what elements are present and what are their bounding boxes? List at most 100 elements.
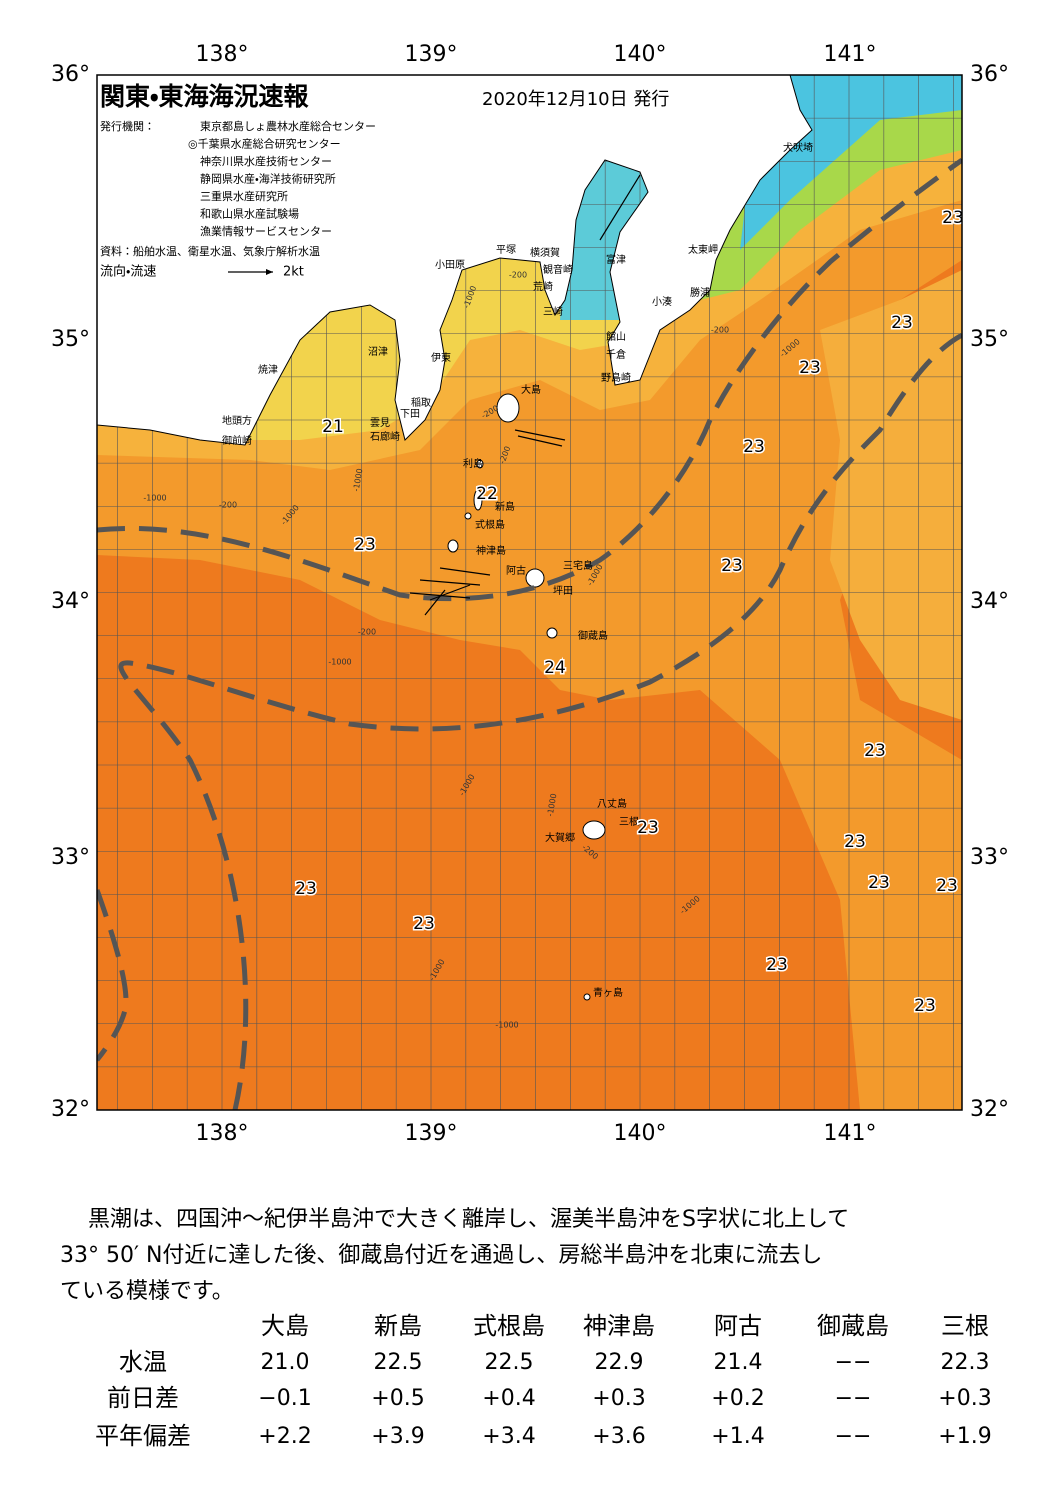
place-name: 下田 (400, 409, 420, 420)
island (583, 993, 591, 1001)
island (496, 393, 520, 423)
arrow (514, 429, 566, 441)
depth-label: -200 (358, 628, 376, 637)
lon-label: 139° (405, 1121, 458, 1146)
table-cell: +0.3 (592, 1386, 645, 1411)
table-cell: +2.2 (258, 1424, 311, 1449)
place-name: 横須賀 (530, 246, 560, 259)
place-name: 犬吠埼 (783, 141, 813, 154)
depth-label: -1000 (495, 1021, 518, 1030)
row-label: 平年偏差 (95, 1422, 191, 1450)
depth-label: -200 (219, 501, 237, 510)
place-name: 伊東 (431, 351, 451, 364)
lon-label: 138° (196, 42, 249, 67)
issue-date: 2020年12月10日 発行 (482, 89, 669, 110)
issuer: 三重県水産研究所 (200, 189, 288, 203)
legend-label: 流向・流速 (100, 264, 156, 280)
issuer: 東京都島しょ農林水産総合センター (200, 119, 376, 133)
place-name: 千倉 (606, 349, 626, 361)
depth-label: -1000 (328, 658, 351, 667)
place-name: 雲見 (370, 417, 390, 429)
table-cell: +0.4 (482, 1386, 535, 1411)
kuroshio (97, 157, 962, 1110)
table-header: 御蔵島 (817, 1312, 889, 1340)
lon-label: 140° (614, 42, 667, 67)
table-cell: +3.6 (592, 1424, 645, 1449)
depth-label: -200 (509, 271, 527, 280)
kuroshio-path (118, 332, 962, 1110)
table-cell: −− (835, 1350, 872, 1375)
description-line: 黒潮は、四国沖～紀伊半島沖で大きく離岸し、渥美半島沖をS字状に北上して (88, 1207, 849, 1232)
lat-label: 36° (970, 62, 1009, 87)
table-cell: +3.9 (371, 1424, 424, 1449)
temperature-label: 23 (743, 437, 765, 457)
lat-label: 35° (970, 327, 1009, 352)
temperature-label: 23 (637, 818, 659, 838)
place-name: 三宅島 (563, 559, 593, 572)
title: 関東・東海海況速報 (100, 82, 310, 111)
depth-label: -1000 (143, 494, 166, 503)
issuer: 和歌山県水産試験場 (200, 207, 299, 221)
temperature-label: 23 (914, 996, 936, 1016)
temperature-label: 23 (413, 914, 435, 934)
place-name: 三根 (619, 815, 639, 828)
place-name: 御前崎 (222, 434, 252, 447)
table-cell: 22.9 (595, 1350, 644, 1375)
arrow (419, 579, 481, 586)
arrow (599, 174, 641, 241)
temperature-label: 23 (868, 873, 890, 893)
table-header: 新島 (374, 1312, 422, 1340)
place-name: 館山 (606, 330, 626, 343)
lon-label: 141° (824, 42, 877, 67)
island (476, 459, 484, 469)
lat-label: 32° (51, 1097, 90, 1122)
lat-label: 36° (51, 62, 90, 87)
place-name: 勝浦 (690, 286, 710, 299)
table-header: 三根 (941, 1312, 989, 1340)
temperature-label: 24 (544, 658, 566, 678)
place-name: 利島 (463, 457, 483, 470)
place-name: 御蔵島 (578, 629, 608, 642)
place-name: 神津島 (476, 544, 506, 557)
warm-zone (820, 270, 962, 720)
legend-speed: 2kt (283, 265, 304, 280)
table-cell: 22.5 (374, 1350, 423, 1375)
temperature-label: 22 (476, 484, 498, 504)
table-cell: 21.0 (261, 1350, 310, 1375)
table-cell: +0.2 (711, 1386, 764, 1411)
table-cell: +0.3 (938, 1386, 991, 1411)
temperature-label: 23 (354, 535, 376, 555)
table-cell: +0.5 (371, 1386, 424, 1411)
table-cell: +3.4 (482, 1424, 535, 1449)
lat-label: 35° (51, 327, 90, 352)
place-name: 富津 (606, 253, 626, 266)
temperature-label: 23 (864, 741, 886, 761)
lon-label: 138° (196, 1121, 249, 1146)
place-name: 大島 (521, 383, 541, 396)
place-name: 八丈島 (597, 797, 627, 810)
depth-label: -1000 (352, 468, 365, 492)
temperature-label: 21 (322, 417, 344, 437)
issuer: 漁業情報サービスセンター (200, 224, 332, 238)
lon-label: 141° (824, 1121, 877, 1146)
island (464, 512, 472, 520)
lat-label: 34° (970, 589, 1009, 614)
current-arrows (409, 174, 641, 616)
table-header: 式根島 (473, 1312, 545, 1340)
issuer: ◎千葉県水産総合研究センター (188, 137, 341, 151)
table-cell: −− (835, 1386, 872, 1411)
place-name: 青ヶ島 (593, 986, 623, 999)
table-cell: 22.3 (941, 1350, 990, 1375)
table-header: 阿古 (714, 1312, 762, 1340)
place-name: 阿古 (506, 564, 526, 577)
lat-label: 33° (970, 845, 1009, 870)
island (447, 539, 459, 553)
arrow (424, 589, 446, 616)
place-name: 石廊崎 (370, 430, 400, 443)
description-line: ている模様です。 (60, 1279, 234, 1304)
place-name: 太東岬 (688, 243, 718, 256)
table-cell: 21.4 (714, 1350, 763, 1375)
